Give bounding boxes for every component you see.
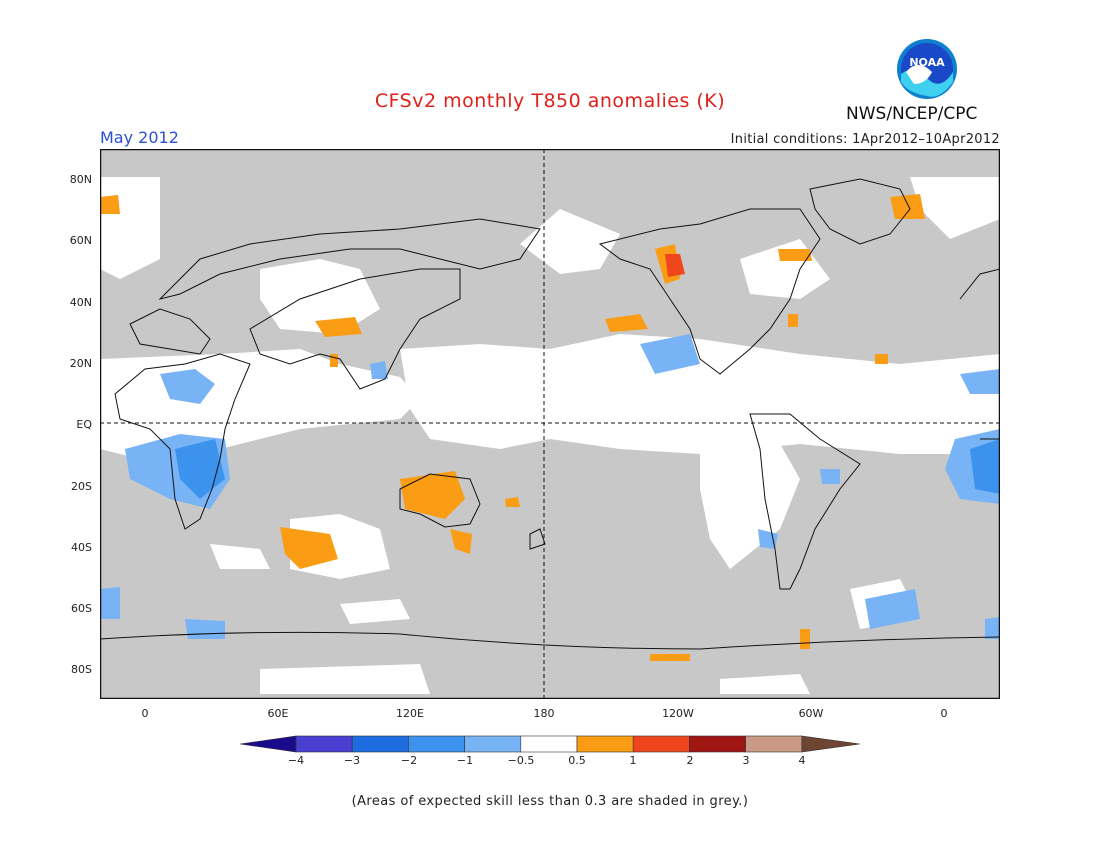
legend-label: −2: [400, 754, 418, 767]
lon-label: 60W: [798, 707, 824, 720]
lon-label: 0: [940, 707, 948, 720]
color-legend: [240, 735, 860, 753]
legend-swatch: [745, 735, 803, 753]
legend-label: −4: [287, 754, 305, 767]
legend-label: 2: [686, 754, 694, 767]
lat-label: 20S: [71, 480, 92, 493]
initial-conditions: Initial conditions: 1Apr2012–10Apr2012: [730, 132, 1000, 147]
lon-label: 120W: [662, 707, 694, 720]
lat-label: EQ: [76, 418, 92, 431]
forecast-month: May 2012: [100, 128, 179, 147]
lat-label: 80S: [71, 663, 92, 676]
lat-label: 20N: [69, 357, 92, 370]
legend-swatch: [689, 735, 746, 753]
lon-label: 60E: [267, 707, 289, 720]
lon-label: 120E: [396, 707, 424, 720]
legend-label: 0.5: [568, 754, 586, 767]
warm-anomalies: [100, 194, 925, 661]
anomaly-map: [100, 149, 1000, 699]
legend-swatch: [240, 735, 297, 753]
lat-label: 60N: [69, 234, 92, 247]
legend-swatch: [295, 735, 353, 753]
coastlines: [100, 178, 1000, 650]
chart-title: CFSv2 monthly T850 anomalies (K): [374, 90, 726, 112]
legend-label: −1: [456, 754, 474, 767]
lat-label: 40N: [69, 296, 92, 309]
noaa-logo: NOAA: [897, 39, 957, 99]
legend-swatch: [632, 735, 690, 753]
legend-label: 1: [629, 754, 637, 767]
map-frame: [100, 149, 1000, 699]
legend-swatch: [351, 735, 409, 753]
legend-swatch: [576, 735, 634, 753]
legend-label: 3: [742, 754, 750, 767]
legend-label: −3: [343, 754, 361, 767]
lat-label: 40S: [71, 541, 92, 554]
agency-label: NWS/NCEP/CPC: [846, 104, 978, 124]
legend-swatch: [520, 735, 578, 753]
lon-label: 0: [141, 707, 149, 720]
legend-swatch: [464, 735, 522, 753]
cool-anomalies: [100, 334, 1000, 639]
legend-swatch: [408, 735, 465, 753]
lat-label: 60S: [71, 602, 92, 615]
legend-label: 4: [798, 754, 806, 767]
lat-label: 80N: [69, 173, 92, 186]
logo-text: NOAA: [909, 56, 945, 69]
legend-swatch: [801, 735, 860, 753]
footnote: (Areas of expected skill less than 0.3 a…: [351, 794, 749, 809]
legend-label: −0.5: [507, 754, 535, 767]
lon-label: 180: [533, 707, 555, 720]
